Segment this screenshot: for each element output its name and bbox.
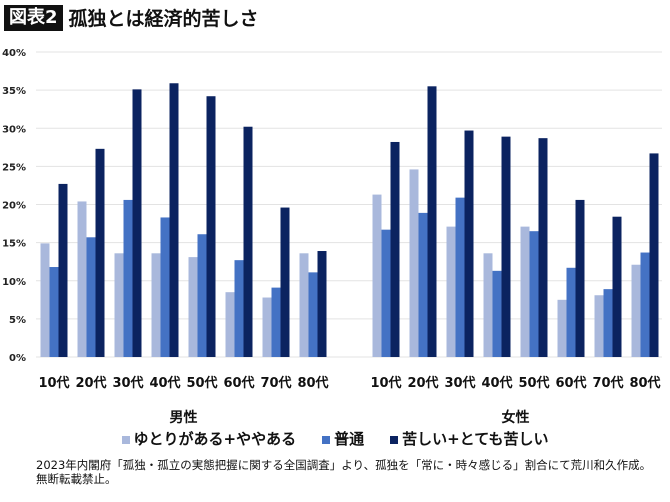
bar-female-30代-0 bbox=[446, 226, 456, 357]
bar-male-70代-1 bbox=[271, 287, 281, 357]
bar-male-10代-2 bbox=[58, 183, 68, 357]
y-tick-label: 0% bbox=[9, 353, 26, 364]
bar-male-80代-2 bbox=[317, 251, 327, 357]
bar-female-80代-1 bbox=[640, 252, 650, 357]
bar-male-80代-1 bbox=[308, 272, 318, 357]
legend-swatch bbox=[322, 435, 331, 444]
x-tick-label: 50代 bbox=[186, 375, 217, 391]
legend-item-kurushii: 苦しい+とても苦しい bbox=[390, 428, 548, 449]
bar-female-70代-1 bbox=[603, 289, 613, 357]
bar-male-30代-1 bbox=[123, 199, 133, 357]
y-tick-label: 15% bbox=[2, 239, 26, 250]
bar-female-20代-2 bbox=[427, 86, 437, 357]
group-label: 男性 bbox=[170, 409, 198, 426]
x-tick-label: 60代 bbox=[555, 375, 586, 391]
legend-swatch bbox=[390, 435, 399, 444]
x-tick-label: 30代 bbox=[112, 375, 143, 391]
bar-female-20代-0 bbox=[409, 169, 419, 357]
bar-female-70代-0 bbox=[594, 295, 604, 357]
bar-male-70代-2 bbox=[280, 207, 290, 357]
y-tick-label: 35% bbox=[2, 86, 26, 97]
bar-female-30代-1 bbox=[455, 197, 465, 357]
bar-male-40代-1 bbox=[160, 217, 170, 357]
bar-female-80代-0 bbox=[631, 264, 641, 357]
bar-female-50代-2 bbox=[538, 138, 548, 357]
bar-female-60代-1 bbox=[566, 267, 576, 357]
figure-title-text: 孤独とは経済的苦しさ bbox=[68, 8, 259, 30]
legend-label: ゆとりがある+ややある bbox=[133, 430, 297, 448]
bar-female-50代-0 bbox=[520, 226, 530, 357]
y-tick-label: 5% bbox=[9, 315, 26, 326]
bar-male-20代-1 bbox=[86, 237, 96, 357]
bar-female-50代-1 bbox=[529, 231, 539, 357]
x-tick-label: 60代 bbox=[223, 375, 254, 391]
x-tick-label: 20代 bbox=[75, 375, 106, 391]
y-tick-label: 20% bbox=[2, 201, 26, 212]
bar-female-30代-2 bbox=[464, 130, 474, 357]
y-tick-label: 25% bbox=[2, 162, 26, 173]
bar-male-30代-0 bbox=[114, 253, 124, 357]
bar-female-20代-1 bbox=[418, 212, 428, 357]
bar-female-10代-2 bbox=[390, 141, 400, 357]
x-tick-label: 40代 bbox=[481, 375, 512, 391]
x-tick-label: 10代 bbox=[38, 375, 69, 391]
y-tick-label: 30% bbox=[2, 124, 26, 135]
figure-badge: 図表2 bbox=[4, 4, 63, 31]
group-label: 女性 bbox=[502, 409, 530, 426]
bar-male-30代-2 bbox=[132, 89, 142, 358]
bar-male-40代-0 bbox=[151, 253, 161, 357]
x-tick-label: 70代 bbox=[260, 375, 291, 391]
bar-male-60代-0 bbox=[225, 292, 235, 357]
bar-male-50代-1 bbox=[197, 234, 207, 357]
bar-male-80代-0 bbox=[299, 253, 309, 357]
x-tick-label: 10代 bbox=[370, 375, 401, 391]
bar-female-40代-1 bbox=[492, 270, 502, 357]
bar-female-40代-2 bbox=[501, 136, 511, 357]
bar-male-50代-2 bbox=[206, 96, 216, 357]
footnote: 2023年内閣府「孤独・孤立の実態把握に関する全国調査」より、孤独を「常に・時々… bbox=[36, 458, 666, 486]
bar-male-20代-0 bbox=[77, 201, 87, 357]
legend-swatch bbox=[121, 435, 130, 444]
bar-male-60代-2 bbox=[243, 126, 253, 357]
x-tick-label: 80代 bbox=[297, 375, 328, 391]
bar-female-10代-1 bbox=[381, 229, 391, 357]
figure-title: 図表2 孤独とは経済的苦しさ bbox=[4, 4, 259, 31]
legend-item-yutori: ゆとりがある+ややある bbox=[121, 428, 297, 449]
x-tick-label: 70代 bbox=[592, 375, 623, 391]
legend-label: 苦しい+とても苦しい bbox=[402, 430, 549, 448]
bar-female-60代-2 bbox=[575, 199, 585, 357]
x-tick-label: 30代 bbox=[444, 375, 475, 391]
x-tick-label: 80代 bbox=[629, 375, 660, 391]
y-tick-label: 40% bbox=[2, 48, 26, 59]
bar-male-40代-2 bbox=[169, 83, 179, 357]
y-tick-label: 10% bbox=[2, 277, 26, 288]
footnote-line: 無断転載禁止。 bbox=[36, 472, 117, 486]
bar-male-20代-2 bbox=[95, 148, 105, 357]
bar-female-10代-0 bbox=[372, 194, 382, 357]
bar-female-70代-2 bbox=[612, 216, 622, 357]
bar-male-60代-1 bbox=[234, 260, 244, 357]
legend: ゆとりがある+ややある 普通 苦しい+とても苦しい bbox=[0, 428, 670, 449]
legend-label: 普通 bbox=[334, 430, 365, 448]
legend-item-futsu: 普通 bbox=[322, 428, 364, 449]
bar-female-60代-0 bbox=[557, 299, 567, 357]
bar-male-50代-0 bbox=[188, 257, 198, 357]
bar-male-70代-0 bbox=[262, 297, 272, 357]
footnote-line: 2023年内閣府「孤独・孤立の実態把握に関する全国調査」より、孤独を「常に・時々… bbox=[36, 458, 652, 472]
bar-male-10代-0 bbox=[40, 243, 50, 357]
bar-male-10代-1 bbox=[49, 267, 59, 357]
bar-female-40代-0 bbox=[483, 253, 493, 357]
x-tick-label: 40代 bbox=[149, 375, 180, 391]
bar-chart: 0% 5% 10% 15% 20% 25% 30% 35% 40% 10代 20代 30代 40代 50代… bbox=[2, 48, 662, 426]
bar-female-80代-2 bbox=[649, 153, 659, 357]
x-tick-label: 50代 bbox=[518, 375, 549, 391]
x-tick-label: 20代 bbox=[407, 375, 438, 391]
